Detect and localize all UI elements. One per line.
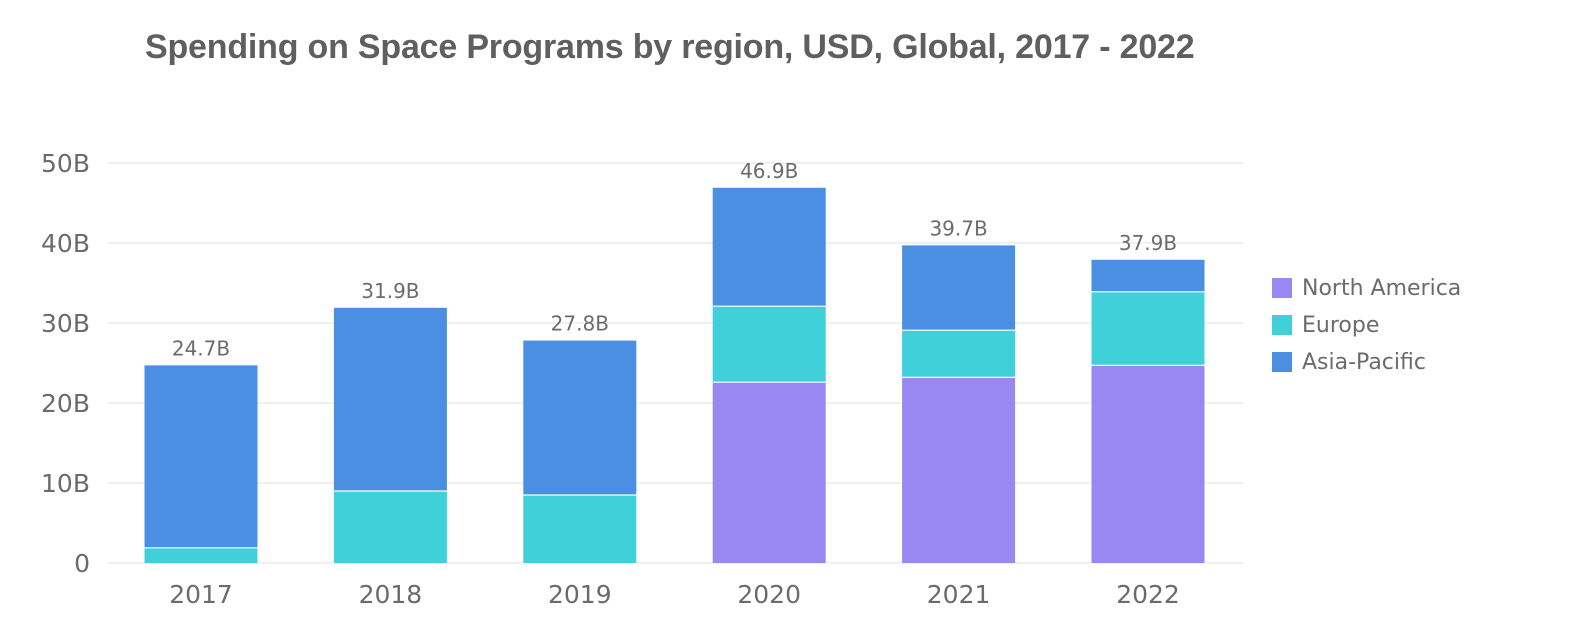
bar-europe-2021[interactable] — [902, 330, 1016, 378]
bar-asia-pacific-2018[interactable] — [333, 307, 447, 491]
bar-europe-2019[interactable] — [523, 495, 637, 563]
total-labels: 24.7B 31.9B 27.8B 46.9B 39.7B 37.9B — [172, 159, 1177, 361]
legend-label-asia-pacific[interactable]: Asia-Pacific — [1302, 350, 1426, 375]
bar-north-america-2021[interactable] — [902, 377, 1016, 563]
total-label-2017: 24.7B — [172, 336, 230, 360]
x-tick-label: 2022 — [1116, 580, 1180, 609]
x-tick-label: 2017 — [169, 580, 233, 609]
bar-asia-pacific-2021[interactable] — [902, 245, 1016, 331]
bar-europe-2020[interactable] — [712, 306, 826, 383]
gridlines — [108, 162, 1243, 564]
bar-asia-pacific-2017[interactable] — [144, 365, 258, 548]
bar-asia-pacific-2022[interactable] — [1091, 259, 1205, 292]
y-tick-label: 20B — [41, 389, 90, 418]
y-axis-ticks: 0 10B 20B 30B 40B 50B — [41, 149, 90, 578]
y-tick-label: 10B — [41, 469, 90, 498]
x-tick-label: 2019 — [548, 580, 612, 609]
legend-swatch-europe[interactable] — [1272, 315, 1292, 335]
x-axis-ticks: 2017 2018 2019 2020 2021 2022 — [169, 580, 1180, 609]
legend-swatch-north-america[interactable] — [1272, 278, 1292, 298]
bar-europe-2017[interactable] — [144, 547, 258, 563]
x-tick-label: 2020 — [737, 580, 801, 609]
legend-label-north-america[interactable]: North America — [1302, 276, 1461, 301]
bar-europe-2018[interactable] — [333, 491, 447, 563]
bar-asia-pacific-2019[interactable] — [523, 340, 637, 495]
bar-europe-2022[interactable] — [1091, 291, 1205, 366]
bar-asia-pacific-2020[interactable] — [712, 187, 826, 307]
y-tick-label: 40B — [41, 229, 90, 258]
bars — [144, 187, 1205, 563]
legend-label-europe[interactable]: Europe — [1302, 313, 1379, 338]
total-label-2020: 46.9B — [740, 159, 798, 183]
y-tick-label: 30B — [41, 309, 90, 338]
total-label-2022: 37.9B — [1119, 231, 1177, 255]
y-tick-label: 0 — [74, 549, 90, 578]
legend-swatch-asia-pacific[interactable] — [1272, 352, 1292, 372]
x-tick-label: 2021 — [927, 580, 991, 609]
legend: North America Europe Asia-Pacific — [1272, 276, 1461, 375]
total-label-2019: 27.8B — [551, 312, 609, 336]
bar-north-america-2022[interactable] — [1091, 365, 1205, 563]
chart-title: Spending on Space Programs by region, US… — [145, 28, 1195, 66]
total-label-2018: 31.9B — [361, 279, 419, 303]
bar-north-america-2020[interactable] — [712, 382, 826, 563]
y-tick-label: 50B — [41, 149, 90, 178]
total-label-2021: 39.7B — [929, 216, 987, 240]
x-tick-label: 2018 — [359, 580, 423, 609]
